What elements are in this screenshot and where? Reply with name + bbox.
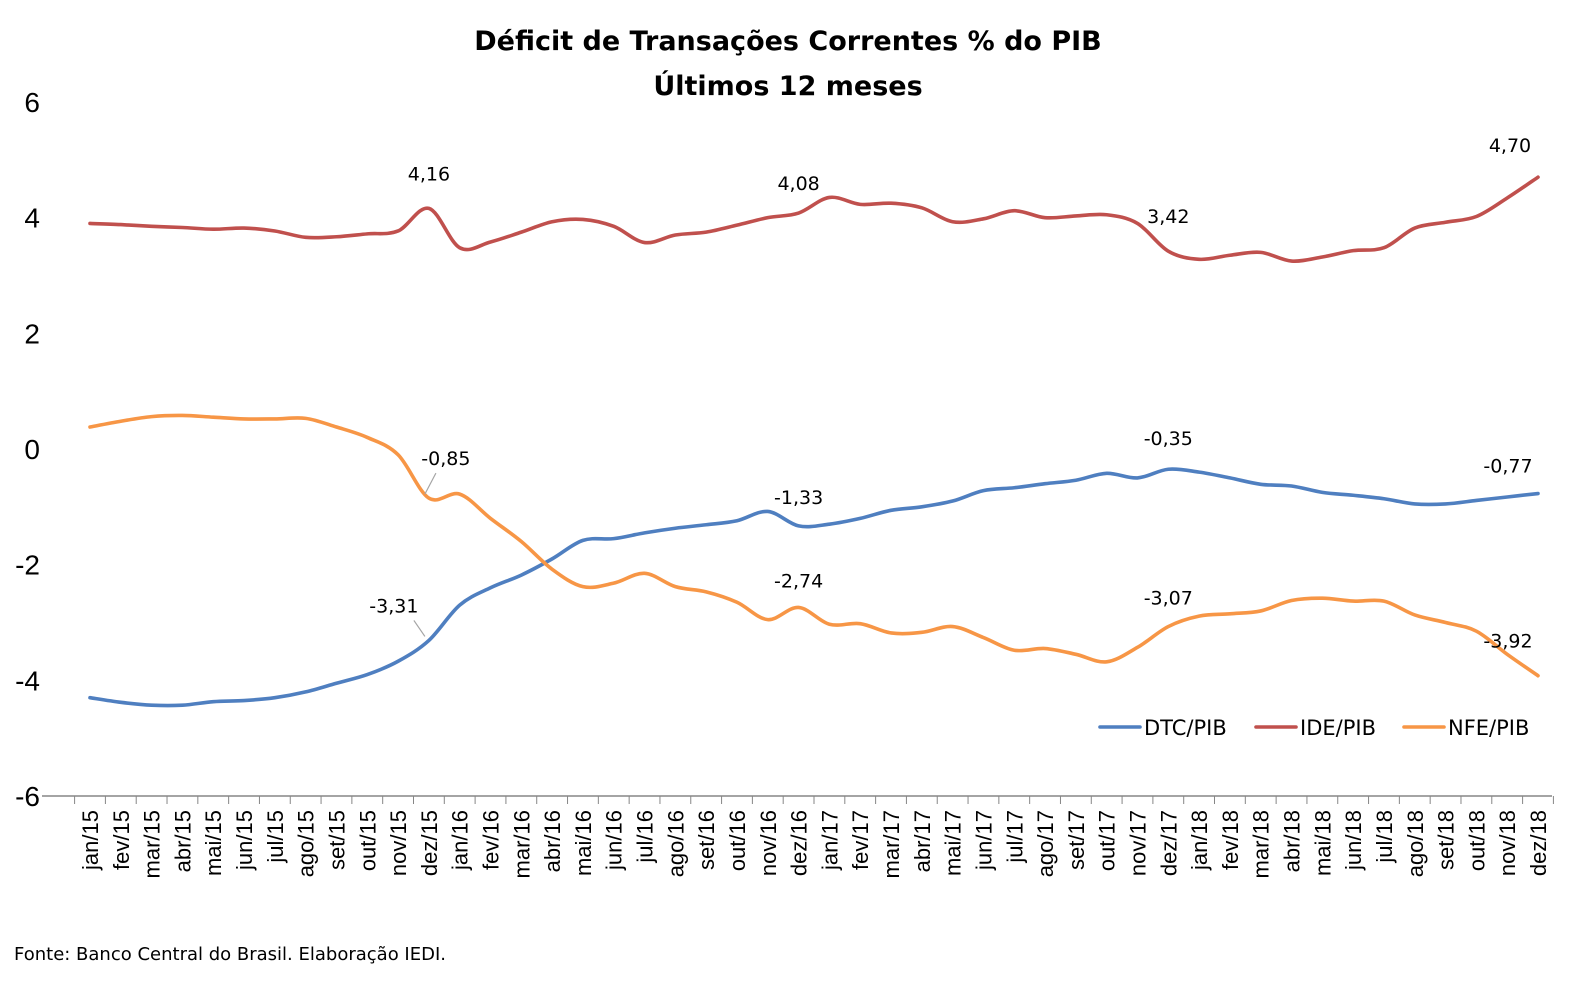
series-lines	[88, 175, 1540, 708]
x-tick-label: ago/17	[1033, 810, 1058, 877]
nfe-pib-line	[88, 413, 1540, 678]
x-axis: jan/15 fev/15 mar/15 abr/15 mai/15 jun/15 jul/…	[42, 795, 1554, 878]
data-label: -0,85	[421, 448, 470, 470]
x-tick-label: abr/18	[1280, 810, 1305, 872]
legend-item-dtc-pib: DTC/PIB	[1098, 716, 1227, 740]
dtc-pib-line	[88, 467, 1540, 708]
x-tick-label: jul/17	[1002, 810, 1027, 864]
data-label: -0,35	[1144, 428, 1193, 450]
x-tick-label: set/18	[1434, 810, 1459, 870]
x-tick-label: nov/18	[1495, 810, 1520, 876]
x-tick-label: set/17	[1064, 810, 1089, 870]
chart-subtitle: Últimos 12 meses	[653, 70, 922, 102]
x-tick-label: out/15	[355, 810, 380, 871]
x-tick-label: abr/16	[540, 810, 565, 872]
y-tick-label: -6	[15, 781, 40, 812]
x-tick-label: ago/16	[663, 810, 688, 877]
x-tick-label: set/16	[694, 810, 719, 870]
x-tick-label: dez/17	[1156, 810, 1181, 876]
data-labels: -3,31 -1,33 -0,35 -0,77 4,16 4,08 3,42 4,70 -0,8…	[369, 135, 1532, 653]
x-tick-label: fev/16	[479, 810, 504, 870]
x-tick-label: jun/15	[232, 810, 257, 871]
legend: DTC/PIB IDE/PIB NFE/PIB	[1098, 716, 1529, 740]
legend-label: DTC/PIB	[1144, 716, 1227, 740]
x-tick-label: mar/15	[140, 810, 165, 878]
data-label: -0,77	[1483, 456, 1532, 478]
x-tick-label: mar/18	[1249, 810, 1274, 878]
x-tick-label: mar/17	[879, 810, 904, 878]
y-tick-label: 6	[24, 87, 40, 118]
x-tick-label: mai/16	[571, 810, 596, 876]
x-tick-label: fev/18	[1218, 810, 1243, 870]
x-tick-label: abr/15	[170, 810, 195, 872]
x-tick-label: nov/17	[1125, 810, 1150, 876]
x-tick-label: mar/16	[509, 810, 534, 878]
data-label: -2,74	[774, 570, 823, 592]
source-note: Fonte: Banco Central do Brasil. Elaboraç…	[14, 944, 446, 965]
data-label: 4,16	[408, 163, 450, 185]
x-tick-label: mai/18	[1310, 810, 1335, 876]
x-tick-label: jul/15	[263, 810, 288, 864]
x-tick-label: dez/16	[787, 810, 812, 876]
legend-label: NFE/PIB	[1448, 716, 1529, 740]
x-tick-label: jan/15	[78, 810, 103, 871]
legend-item-nfe-pib: NFE/PIB	[1402, 716, 1529, 740]
y-tick-label: -2	[15, 550, 40, 581]
x-tick-label: jun/18	[1341, 810, 1366, 871]
ide-pib-line	[88, 175, 1540, 263]
legend-label: IDE/PIB	[1300, 716, 1376, 740]
x-tick-label: jan/18	[1187, 810, 1212, 871]
x-tick-label: fev/17	[848, 810, 873, 870]
x-tick-label: mai/17	[941, 810, 966, 876]
legend-item-ide-pib: IDE/PIB	[1254, 716, 1376, 740]
x-tick-label: jul/16	[633, 810, 658, 864]
data-label: -1,33	[774, 487, 823, 509]
y-tick-label: 2	[24, 318, 40, 349]
y-tick-label: 0	[24, 434, 40, 465]
x-tick-label: fev/15	[109, 810, 134, 870]
x-tick-label: mai/15	[201, 810, 226, 876]
data-label: 4,08	[777, 173, 819, 195]
x-tick-label: ago/15	[294, 810, 319, 877]
x-tick-label: out/17	[1095, 810, 1120, 871]
data-label: -3,07	[1144, 588, 1193, 610]
data-label-leader	[424, 472, 437, 495]
x-tick-label: out/18	[1464, 810, 1489, 871]
data-label: 3,42	[1147, 206, 1189, 228]
chart-title: Déficit de Transações Correntes % do PIB	[474, 26, 1102, 57]
x-tick-label: ago/18	[1403, 810, 1428, 877]
data-label-leader	[413, 620, 426, 637]
x-tick-label: set/15	[324, 810, 349, 870]
y-tick-label: 4	[24, 203, 40, 234]
x-tick-label: jul/18	[1372, 810, 1397, 864]
x-tick-label: abr/17	[910, 810, 935, 872]
x-tick-label: nov/15	[386, 810, 411, 876]
data-label: -3,92	[1483, 631, 1532, 653]
y-tick-label: -4	[15, 665, 40, 696]
x-tick-label: dez/15	[417, 810, 442, 876]
x-tick-label: jun/17	[971, 810, 996, 871]
data-label: 4,70	[1489, 135, 1531, 157]
x-tick-label: dez/18	[1526, 810, 1551, 876]
x-tick-label: jan/16	[448, 810, 473, 871]
y-axis: 6 4 2 0 -2 -4 -6	[15, 87, 40, 812]
x-tick-label: jan/17	[817, 810, 842, 871]
x-tick-label: nov/16	[756, 810, 781, 876]
data-label: -3,31	[369, 595, 418, 617]
x-tick-label: jun/16	[602, 810, 627, 871]
x-tick-label: out/16	[725, 810, 750, 871]
